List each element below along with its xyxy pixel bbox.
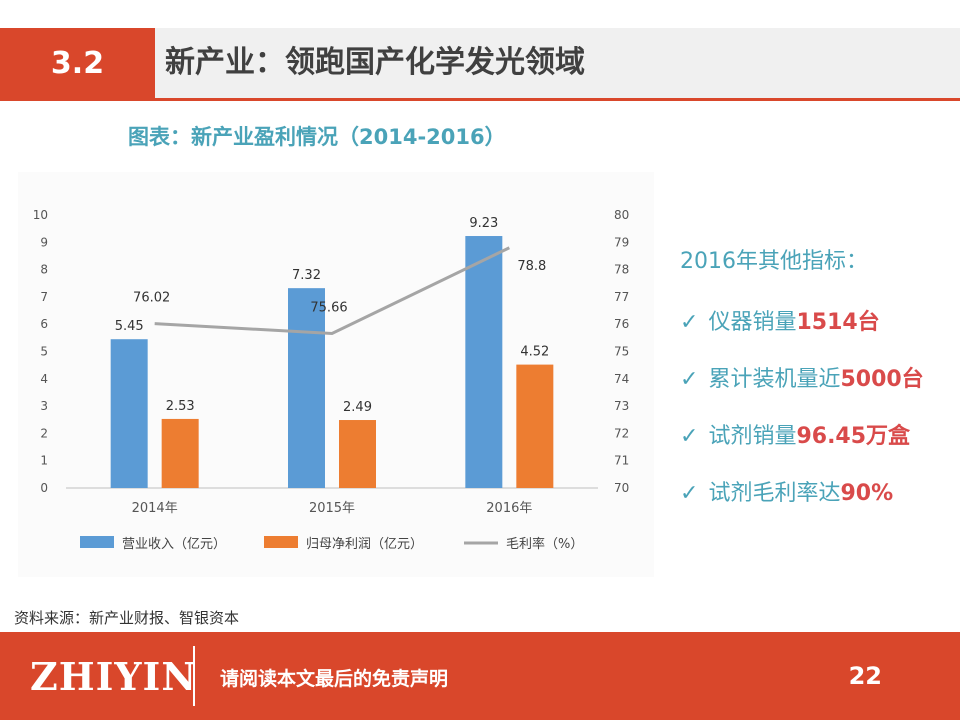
chart-container: 0 1 2 3 4 5 6 7 8 9 10 70 71 72 73 74 75 76 77 78 79 80 2014年 5… — [18, 172, 654, 577]
legend-label: 毛利率（%） — [506, 536, 583, 552]
check-icon: ✓ — [680, 481, 699, 506]
indicator-value: 5000台 — [840, 367, 924, 392]
y-left-tick-label: 5 — [40, 345, 48, 359]
indicator-label: 试剂毛利率达 — [708, 481, 841, 506]
check-icon: ✓ — [680, 310, 699, 335]
y-right-tick-label: 78 — [614, 263, 629, 277]
indicator-label: 仪器销量 — [708, 310, 797, 335]
indicator-item: ✓ 试剂毛利率达90% — [680, 475, 893, 507]
page-number: 22 — [848, 662, 882, 690]
line-series — [154, 246, 510, 336]
indicator-label: 试剂销量 — [708, 424, 797, 449]
y-right-tick-label: 79 — [614, 235, 629, 249]
data-label: 4.52 — [520, 345, 549, 360]
section-number: 3.2 — [0, 28, 155, 98]
indicator-item: ✓ 累计装机量近5000台 — [680, 361, 924, 393]
bar — [288, 288, 325, 488]
data-label: 5.45 — [115, 319, 144, 334]
bar — [110, 339, 148, 488]
y-left-tick-label: 10 — [33, 208, 48, 222]
footer-bar: ZHIYIN 请阅读本文最后的免责声明 22 — [0, 632, 960, 720]
indicator-label: 累计装机量近 — [708, 367, 841, 392]
x-tick-label: 2016年 — [486, 501, 532, 516]
legend-swatch — [264, 536, 298, 548]
disclaimer-link[interactable]: 请阅读本文最后的免责声明 — [220, 668, 449, 690]
data-label: 2.49 — [343, 400, 372, 415]
y-left-tick-label: 1 — [40, 454, 48, 468]
y-left-tick-label: 8 — [40, 263, 48, 277]
data-label: 2.53 — [166, 399, 195, 414]
check-icon: ✓ — [680, 424, 699, 449]
indicator-item: ✓ 仪器销量1514台 — [680, 304, 880, 336]
indicator-value: 96.45万盒 — [796, 424, 911, 449]
data-label: 9.23 — [469, 216, 498, 231]
y-left-tick-label: 0 — [40, 481, 48, 495]
line-data-label: 78.8 — [517, 259, 546, 274]
indicator-value: 1514台 — [796, 310, 880, 335]
y-right-tick-label: 70 — [614, 481, 629, 495]
y-right-tick-label: 76 — [614, 317, 629, 331]
data-label: 7.32 — [292, 268, 321, 283]
x-tick-label: 2015年 — [309, 501, 355, 516]
legend-label: 归母净利润（亿元） — [306, 537, 423, 552]
legend-label: 营业收入（亿元） — [122, 537, 226, 552]
y-left-tick-label: 2 — [40, 426, 48, 440]
y-left-tick-label: 4 — [40, 372, 48, 386]
y-right-tick-label: 77 — [614, 290, 629, 304]
check-icon: ✓ — [680, 367, 699, 392]
header-bar: 3.2 新产业：领跑国产化学发光领域 — [0, 28, 960, 101]
y-left-tick-label: 3 — [40, 399, 48, 413]
y-left-tick-label: 9 — [40, 235, 48, 249]
bar — [339, 420, 376, 488]
y-right-tick-label: 71 — [614, 454, 629, 468]
line-data-label: 76.02 — [133, 291, 170, 306]
y-right-tick-label: 74 — [614, 372, 629, 386]
footer-divider — [193, 646, 195, 706]
y-right-tick-label: 72 — [614, 426, 629, 440]
side-title: 2016年其他指标： — [680, 249, 868, 274]
bar — [516, 364, 554, 488]
source-note: 资料来源：新产业财报、智银资本 — [14, 609, 240, 627]
indicator-value: 90% — [840, 481, 894, 506]
x-tick-label: 2014年 — [132, 501, 178, 516]
bar — [161, 418, 199, 488]
chart-title: 图表：新产业盈利情况（2014-2016） — [128, 125, 506, 149]
line-data-label: 75.66 — [310, 300, 347, 315]
brand-logo: ZHIYIN — [30, 654, 198, 699]
bar — [465, 236, 503, 488]
y-right-tick-label: 80 — [614, 208, 629, 222]
legend-swatch — [80, 536, 114, 548]
y-right-tick-label: 73 — [614, 399, 629, 413]
y-left-tick-label: 7 — [40, 290, 48, 304]
page-title: 新产业：领跑国产化学发光领域 — [165, 45, 585, 80]
y-right-tick-label: 75 — [614, 345, 629, 359]
y-left-tick-label: 6 — [40, 317, 48, 331]
combo-chart: 01234567891070717273747576777879802014年5… — [33, 208, 630, 552]
indicator-item: ✓ 试剂销量96.45万盒 — [680, 418, 910, 450]
